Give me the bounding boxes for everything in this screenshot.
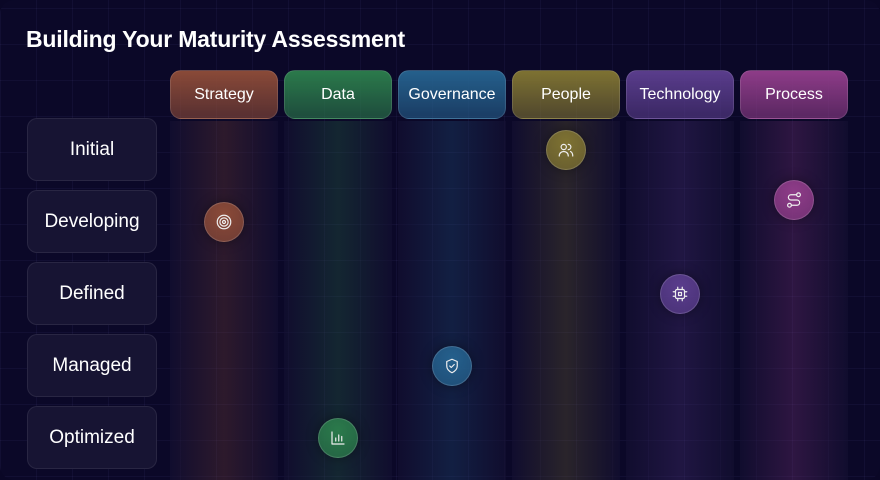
header-process: Process xyxy=(740,70,848,119)
header-strategy: Strategy xyxy=(170,70,278,119)
marker-governance[interactable] xyxy=(432,346,472,386)
page-title: Building Your Maturity Assessment xyxy=(26,26,405,52)
users-icon xyxy=(558,143,574,157)
level-initial: Initial xyxy=(27,118,157,181)
level-defined: Defined xyxy=(27,262,157,325)
shield-check-icon xyxy=(446,358,458,374)
header-technology: Technology xyxy=(626,70,734,119)
header-data: Data xyxy=(284,70,392,119)
column-process xyxy=(740,121,848,480)
level-optimized: Optimized xyxy=(27,406,157,469)
marker-data[interactable] xyxy=(318,418,358,458)
cpu-icon xyxy=(672,286,688,302)
column-strategy xyxy=(170,121,278,480)
marker-people[interactable] xyxy=(546,130,586,170)
bar-chart-icon xyxy=(331,431,345,445)
marker-strategy[interactable] xyxy=(204,202,244,242)
target-icon xyxy=(216,214,232,230)
header-people: People xyxy=(512,70,620,119)
header-governance: Governance xyxy=(398,70,506,119)
marker-technology[interactable] xyxy=(660,274,700,314)
level-developing: Developing xyxy=(27,190,157,253)
column-governance xyxy=(398,121,506,480)
column-people xyxy=(512,121,620,480)
level-managed: Managed xyxy=(27,334,157,397)
marker-process[interactable] xyxy=(774,180,814,221)
route-icon xyxy=(787,192,801,209)
